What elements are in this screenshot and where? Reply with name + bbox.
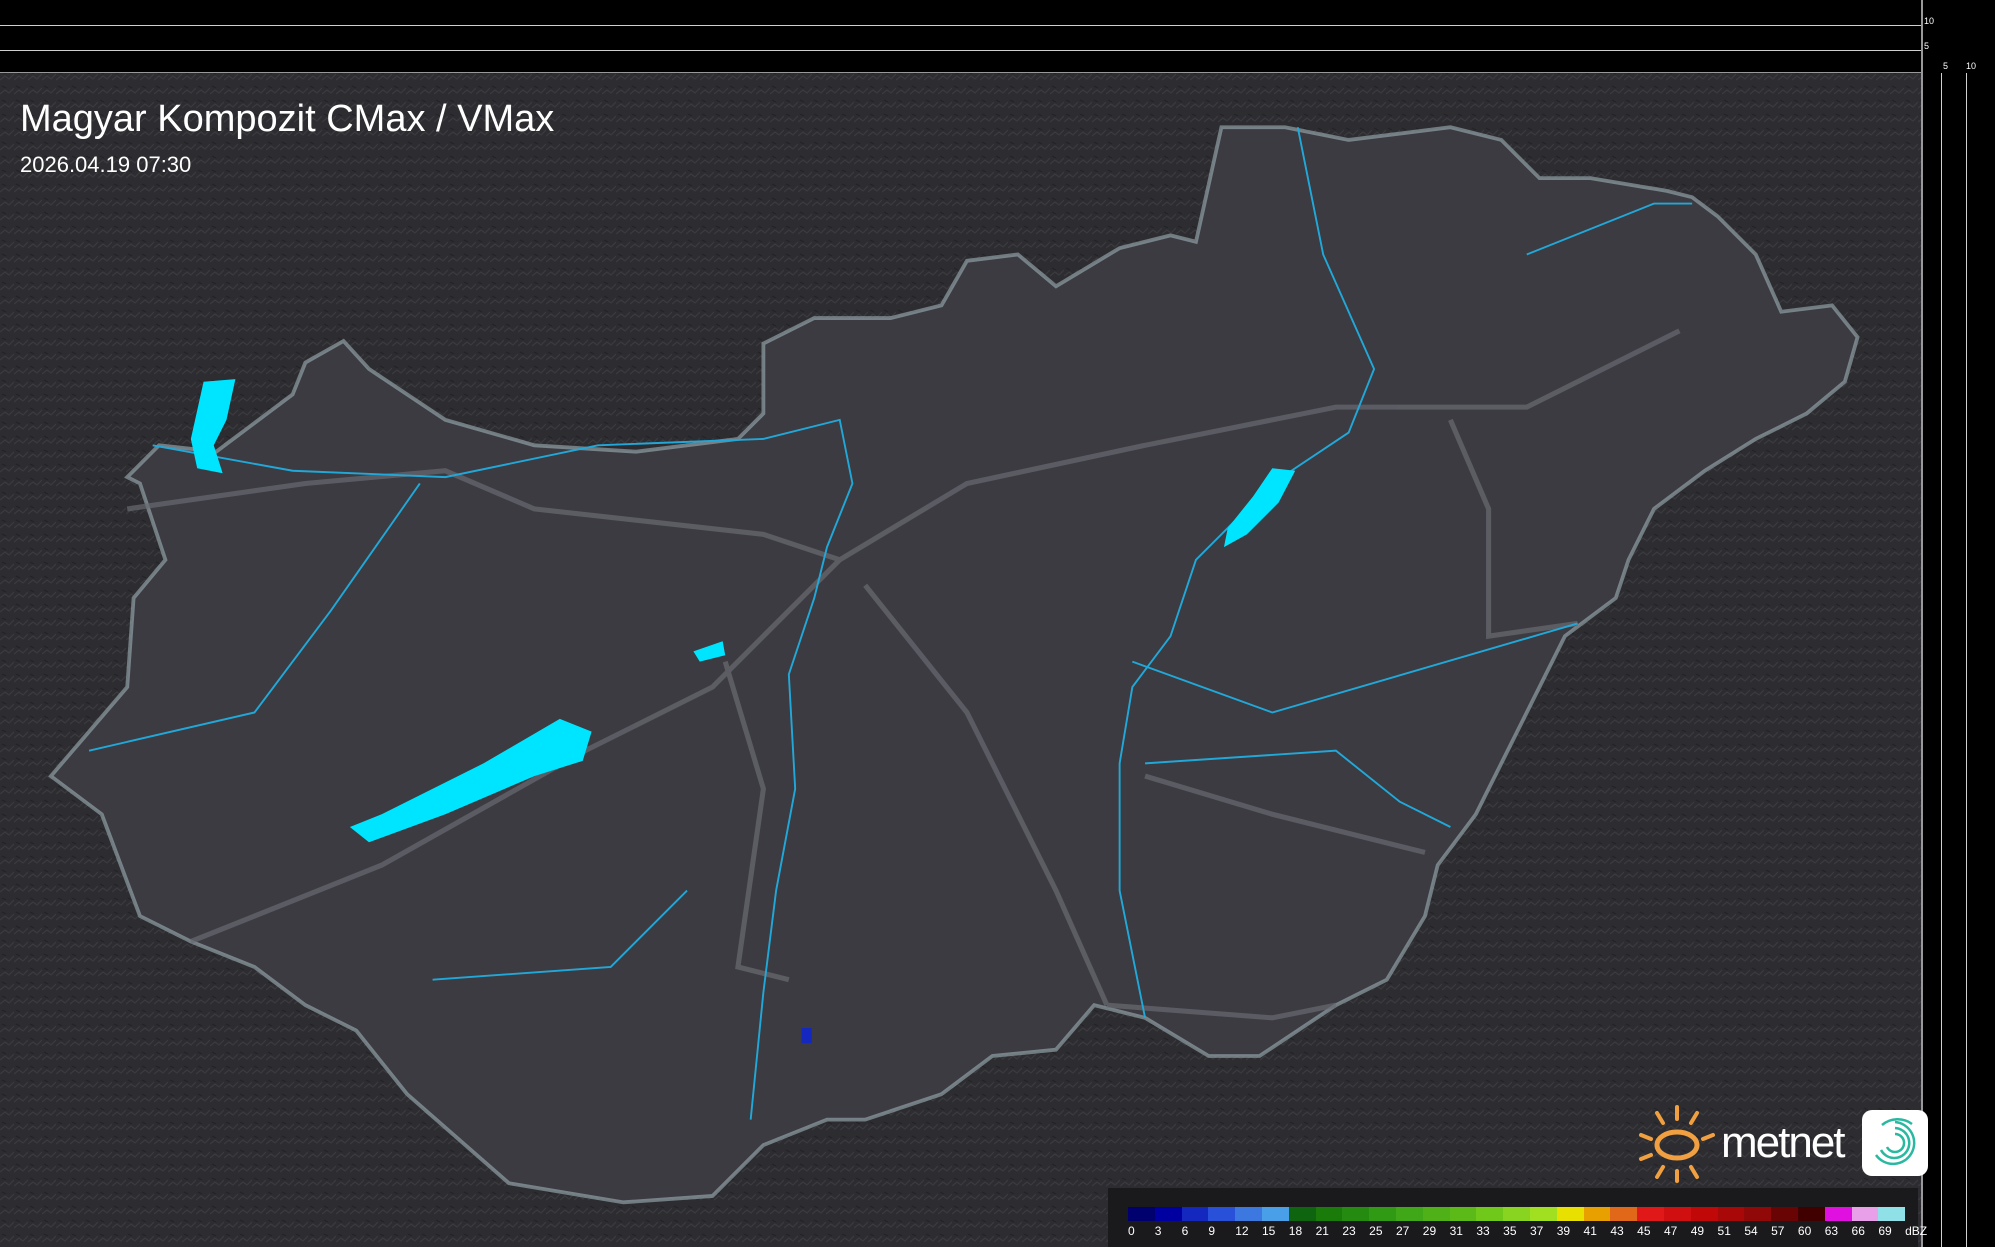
- legend-swatch: [1637, 1207, 1664, 1221]
- legend-swatch: [1529, 1207, 1557, 1221]
- profile-gridline-5: [0, 50, 1921, 51]
- spiral-app-icon: [1861, 1110, 1928, 1176]
- legend-label: 43: [1610, 1224, 1624, 1238]
- legend-label: 45: [1637, 1224, 1651, 1238]
- legend-label: 39: [1556, 1224, 1571, 1238]
- legend-label: 18: [1288, 1224, 1303, 1238]
- legend-swatch: [1261, 1207, 1289, 1221]
- legend-label: 63: [1824, 1224, 1839, 1238]
- legend-swatch: [1449, 1207, 1477, 1221]
- bottom-tick-10: 10: [1966, 61, 1977, 71]
- lakes: [190, 379, 1296, 843]
- radar-map[interactable]: [0, 73, 1921, 1247]
- legend-swatch: [1315, 1207, 1343, 1221]
- legend-swatch: [1476, 1207, 1504, 1221]
- legend-swatch: [1208, 1207, 1236, 1221]
- legend-label: 51: [1717, 1224, 1731, 1238]
- legend-label: 60: [1797, 1224, 1812, 1238]
- legend-swatch: [1610, 1207, 1638, 1221]
- legend-label: 12: [1235, 1224, 1249, 1238]
- legend-label: 6: [1181, 1224, 1189, 1238]
- legend-swatch: [1556, 1207, 1584, 1221]
- legend-swatch: [1771, 1207, 1798, 1221]
- vertical-profile-top: [0, 0, 1995, 73]
- legend-label: 57: [1771, 1224, 1785, 1238]
- legend-labels: 0 3 6 9 12 15 18 21 23 25 27 29 31 33 35 37 39 41 43 45 47 49…: [1128, 1224, 1932, 1238]
- legend-label: 31: [1449, 1224, 1463, 1238]
- legend-swatch: [1583, 1207, 1611, 1221]
- logo-text: metnet: [1721, 1118, 1846, 1167]
- side-tick-5: 5: [1924, 41, 1930, 51]
- county-borders: [126, 328, 1681, 1021]
- legend-label: 23: [1342, 1224, 1356, 1238]
- legend-label: 37: [1529, 1224, 1544, 1238]
- radar-echo: [801, 1028, 812, 1044]
- legend-swatch: [1878, 1207, 1906, 1221]
- profile-side-gridline-5: [1941, 73, 1942, 1247]
- side-tick-10: 10: [1924, 16, 1935, 26]
- profile-gridline-10: [0, 25, 1921, 26]
- legend-label: 35: [1503, 1224, 1517, 1238]
- legend-swatch: [1851, 1207, 1879, 1221]
- legend-label: 47: [1663, 1224, 1678, 1238]
- rivers: [88, 127, 1693, 1120]
- metnet-logo: metnet: [1637, 1103, 1928, 1183]
- legend-swatch: [1797, 1207, 1825, 1221]
- dbz-color-legend: 0 3 6 9 12 15 18 21 23 25 27 29 31 33 35 37 39 41 43 45 47 49…: [1108, 1188, 1927, 1247]
- legend-label: 27: [1395, 1224, 1410, 1238]
- legend-swatches: [1128, 1207, 1906, 1221]
- map-timestamp: 2026.04.19 07:30: [20, 152, 192, 177]
- legend-label: 0: [1128, 1224, 1135, 1238]
- legend-swatch: [1422, 1207, 1450, 1221]
- legend-label: 3: [1154, 1224, 1162, 1238]
- lake-velence: [693, 641, 726, 662]
- legend-label: 54: [1744, 1224, 1758, 1238]
- legend-swatch: [1288, 1207, 1316, 1221]
- legend-swatch: [1395, 1207, 1423, 1221]
- lake-ferto: [190, 379, 236, 474]
- legend-swatch: [1503, 1207, 1530, 1221]
- legend-label: 25: [1369, 1224, 1383, 1238]
- legend-label: 33: [1476, 1224, 1490, 1238]
- legend-unit: dBZ: [1905, 1224, 1928, 1238]
- hungary-outline: [48, 125, 1860, 1205]
- legend-swatch: [1824, 1207, 1852, 1221]
- legend-label: 69: [1878, 1224, 1892, 1238]
- legend-swatch: [1154, 1207, 1182, 1221]
- legend-swatch: [1128, 1207, 1155, 1221]
- profile-side-gridline-10: [1966, 73, 1967, 1247]
- legend-swatch: [1181, 1207, 1209, 1221]
- sun-icon: [1639, 1105, 1715, 1183]
- legend-label: 21: [1315, 1224, 1329, 1238]
- legend-swatch: [1744, 1207, 1772, 1221]
- legend-label: 29: [1422, 1224, 1437, 1238]
- legend-label: 66: [1851, 1224, 1865, 1238]
- bottom-tick-5: 5: [1943, 61, 1949, 71]
- legend-label: 49: [1690, 1224, 1705, 1238]
- legend-swatch: [1369, 1207, 1396, 1221]
- legend-label: 9: [1208, 1224, 1216, 1238]
- lake-tisza: [1223, 468, 1296, 548]
- legend-swatch: [1342, 1207, 1370, 1221]
- lake-balaton: [349, 718, 592, 843]
- legend-swatch: [1690, 1207, 1718, 1221]
- legend-swatch: [1235, 1207, 1262, 1221]
- legend-label: 41: [1583, 1224, 1597, 1238]
- map-title: Magyar Kompozit CMax / VMax: [20, 98, 555, 140]
- legend-swatch: [1717, 1207, 1745, 1221]
- vertical-profile-side: [1921, 0, 1995, 1247]
- legend-swatch: [1663, 1207, 1691, 1221]
- legend-label: 15: [1261, 1224, 1276, 1238]
